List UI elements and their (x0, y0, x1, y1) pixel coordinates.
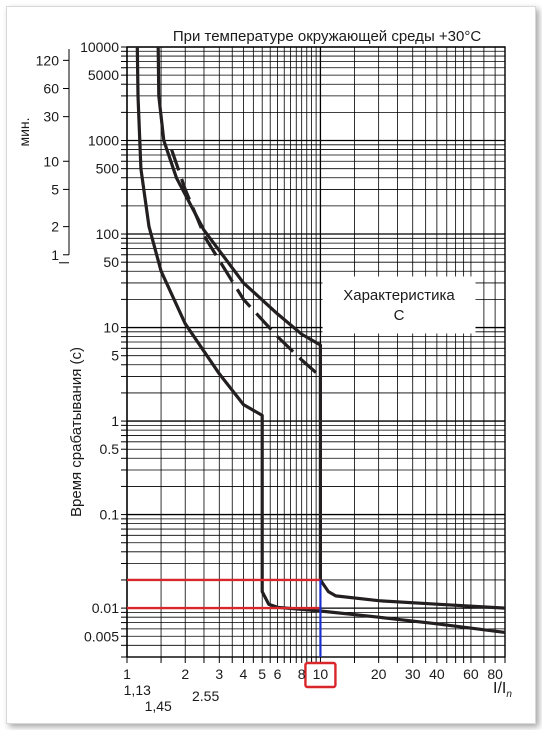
chart-frame: При температуре окружающей среды +30°С 1… (6, 6, 536, 724)
x-tick-label: 5 (258, 666, 266, 682)
annotation-bg (322, 276, 476, 334)
x-tick-label: 40 (429, 666, 445, 682)
x-tick-label: 2 (181, 666, 189, 682)
x-extra-label: 1,13 (124, 682, 151, 698)
minutes-tick-label: 30 (43, 109, 59, 125)
series-line (156, 46, 506, 610)
series-group (135, 46, 506, 634)
x-tick-label: 20 (371, 666, 387, 682)
x-tick-label: 6 (274, 666, 282, 682)
x-extra-label: 1,45 (145, 698, 172, 714)
minutes-tick-label: 2 (51, 219, 59, 235)
minutes-axis-label: мин. (16, 117, 32, 146)
minutes-tick-label: 5 (51, 181, 59, 197)
minutes-tick-label: 1 (51, 247, 59, 263)
y-tick-label: 10 (103, 320, 119, 336)
x-tick-label: 80 (487, 666, 503, 682)
series-line (135, 46, 506, 634)
minutes-tick-label: 60 (43, 80, 59, 96)
tick-labels: 12060301052110000500010005001005010510.5… (36, 39, 503, 714)
x-axis-label-main: I/I (493, 680, 506, 697)
y-tick-label: 0.5 (100, 441, 120, 457)
x-tick-label: 30 (405, 666, 421, 682)
annotation-line2: C (394, 307, 405, 324)
y-tick-label: 50 (103, 254, 119, 270)
y-axis-label: Время срабатывания (с) (68, 347, 85, 517)
reference-lines (127, 578, 337, 689)
y-tick-label: 5 (111, 348, 119, 364)
series-line-dashed (170, 149, 322, 378)
x-tick-label: 8 (298, 666, 306, 682)
y-tick-label: 0.01 (92, 600, 119, 616)
x-tick-label: 10 (313, 666, 329, 682)
x-tick-label: 1 (123, 666, 131, 682)
x-tick-label: 4 (240, 666, 248, 682)
characteristic-chart: При температуре окружающей среды +30°С 1… (16, 28, 512, 714)
x-extra-label: 2.55 (192, 688, 219, 704)
y-tick-label: 1000 (88, 133, 119, 149)
minutes-tick-label: 10 (43, 153, 59, 169)
x-tick-label: 3 (215, 666, 223, 682)
annotation-line1: Характеристика (343, 287, 455, 304)
chart-title: При температуре окружающей среды +30°С (173, 28, 482, 45)
x-axis-label: I/In (493, 680, 512, 700)
y-tick-label: 10000 (80, 39, 119, 55)
y-tick-label: 0.005 (84, 628, 119, 644)
y-tick-label: 500 (96, 161, 120, 177)
y-tick-label: 0.1 (100, 507, 120, 523)
x-tick-label: 60 (463, 666, 479, 682)
grid (126, 46, 506, 658)
x-axis-label-sub: n (506, 689, 512, 700)
highlight-box (304, 661, 337, 689)
y-tick-label: 100 (96, 226, 120, 242)
y-tick-label: 1 (111, 413, 119, 429)
minutes-tick-label: 120 (36, 52, 60, 68)
annotation-box: Характеристика C (322, 276, 476, 334)
axes (59, 46, 506, 663)
y-tick-label: 5000 (88, 67, 119, 83)
